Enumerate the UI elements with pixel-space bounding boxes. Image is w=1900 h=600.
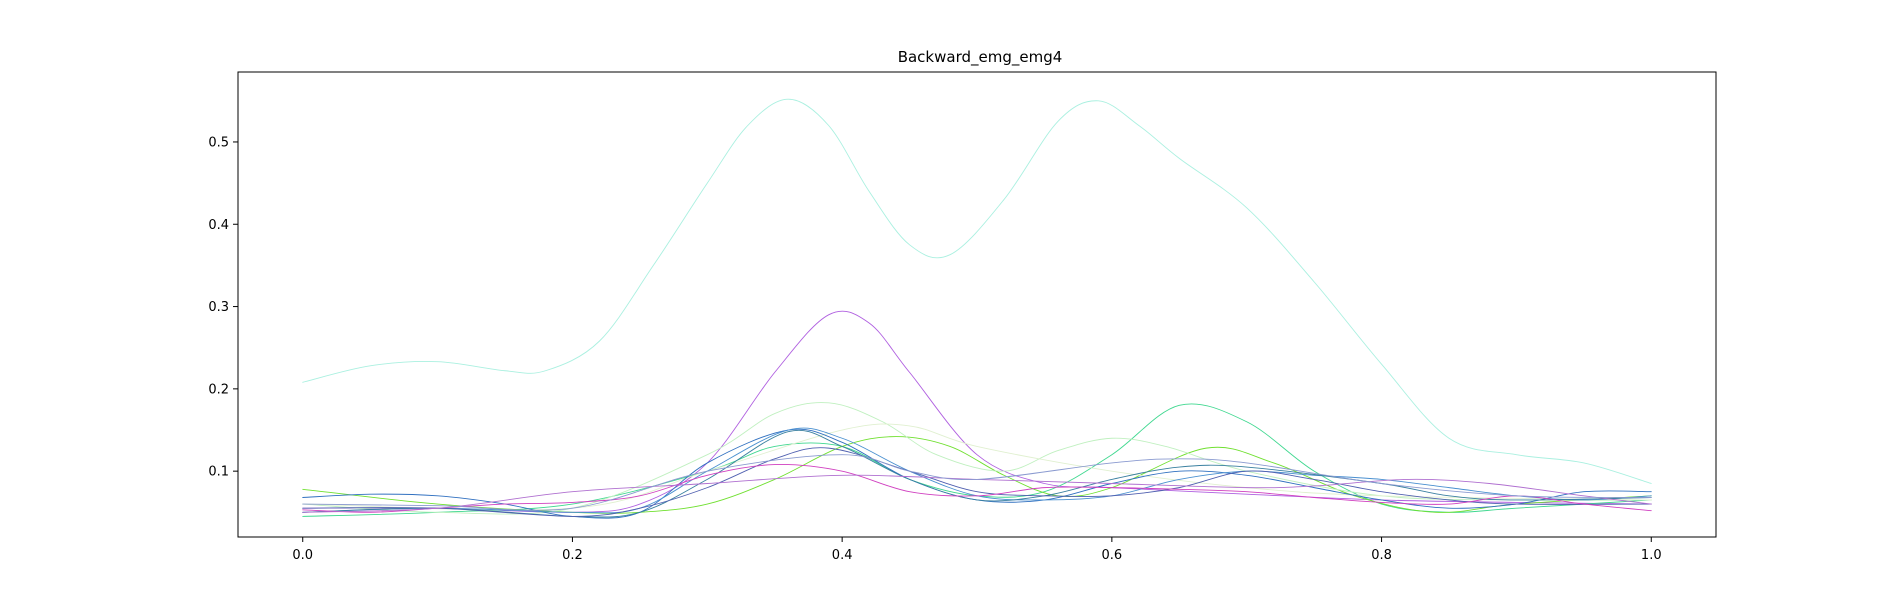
series-line-8 <box>302 427 1652 514</box>
series-line-6 <box>302 423 1652 511</box>
series-line-1 <box>302 98 1652 484</box>
series-line-10 <box>302 447 1652 517</box>
series-line-11 <box>302 464 1652 513</box>
series-layer <box>302 98 1652 519</box>
series-line-9 <box>302 429 1652 518</box>
x-tick-label: 1.0 <box>1641 548 1662 563</box>
series-line-4 <box>302 436 1652 514</box>
x-tick-label: 0.0 <box>292 548 313 563</box>
y-tick-label: 0.3 <box>208 300 229 315</box>
series-line-5 <box>302 402 1652 515</box>
x-tick-label: 0.8 <box>1371 548 1392 563</box>
series-line-7 <box>302 428 1652 519</box>
series-line-3 <box>302 403 1652 517</box>
y-tick-label: 0.2 <box>208 382 229 397</box>
y-tick-label: 0.5 <box>208 135 229 150</box>
y-tick-label: 0.1 <box>208 465 229 480</box>
y-tick-label: 0.4 <box>208 218 229 233</box>
chart-title: Backward_emg_emg4 <box>898 48 1063 67</box>
x-tick-label: 0.4 <box>832 548 853 563</box>
series-line-2 <box>302 310 1652 513</box>
y-axis: 0.1 0.2 0.3 0.4 0.5 <box>208 135 238 480</box>
x-tick-label: 0.2 <box>562 548 583 563</box>
series-line-12 <box>302 474 1652 513</box>
x-axis: 0.0 0.2 0.4 0.6 0.8 1.0 <box>292 537 1662 563</box>
x-tick-label: 0.6 <box>1102 548 1123 563</box>
plot-area-frame <box>237 71 1717 538</box>
series-line-13 <box>302 454 1652 511</box>
